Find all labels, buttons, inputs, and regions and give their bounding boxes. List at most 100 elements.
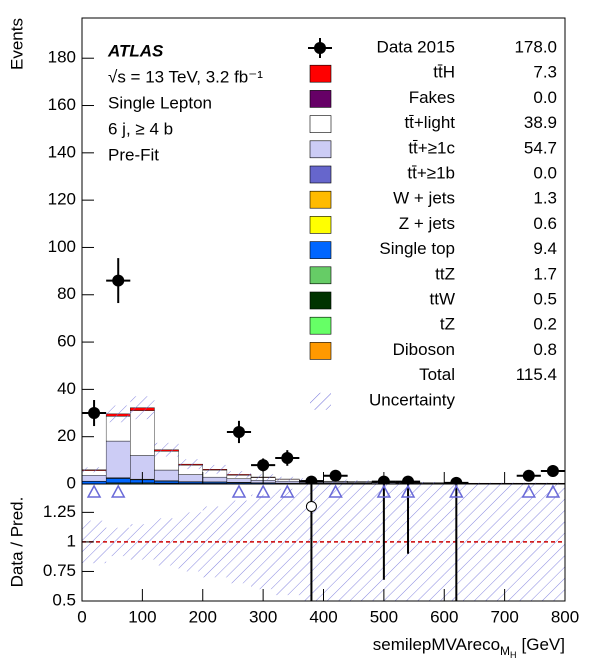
x-tick-label: 500 <box>370 607 398 626</box>
stack-segment <box>82 475 107 482</box>
data-point <box>281 451 294 464</box>
uncertainty-band <box>540 482 565 484</box>
legend-label: Uncertainty <box>369 390 455 409</box>
stack-segment <box>202 476 228 483</box>
legend-yield: 54.7 <box>524 138 557 157</box>
legend-swatch <box>309 165 332 184</box>
uncertainty-band <box>106 405 131 423</box>
x-label-subsub: H <box>510 650 517 660</box>
legend-label: tt̄+light <box>404 113 455 132</box>
legend-yield: 0.0 <box>533 163 557 182</box>
x-tick-label: 400 <box>309 607 337 626</box>
legend-label: Total <box>419 365 455 384</box>
x-tick-label: 200 <box>189 607 217 626</box>
legend-label: Z + jets <box>399 214 455 233</box>
legend-marker <box>314 42 326 54</box>
uncertainty-band <box>202 464 227 474</box>
ratio-frame <box>81 483 566 602</box>
data-point <box>546 464 559 477</box>
legend-yield: 115.4 <box>516 365 557 384</box>
ratio-point <box>305 500 317 512</box>
uncertainty-band <box>154 442 179 457</box>
legend-swatch <box>310 392 331 410</box>
ratio-tick-label: 1.25 <box>43 502 76 521</box>
y-tick-label: 20 <box>57 426 76 445</box>
uncertainty-band <box>275 476 300 482</box>
legend-swatch <box>309 140 332 159</box>
x-label-sub: M <box>500 644 510 658</box>
ratio-offscale-arrow <box>255 484 271 498</box>
legend-yield: 178.0 <box>514 37 557 56</box>
ratio-offscale-arrow <box>449 484 464 498</box>
stack-segment <box>178 474 203 482</box>
legend-swatch <box>309 115 332 133</box>
legend-label: tt̄+≥1b <box>407 163 455 182</box>
legend-swatch <box>309 64 332 83</box>
data-point <box>329 469 342 482</box>
ratio-tick-label: 0.5 <box>52 590 76 609</box>
stack-segment <box>275 480 300 484</box>
x-tick-label: 800 <box>551 607 579 626</box>
annotation: Pre-Fit <box>108 145 159 164</box>
legend-yield: 1.7 <box>533 264 557 283</box>
ratio-panel <box>82 484 565 601</box>
stack-segment <box>154 469 179 481</box>
x-axis-label: semilepMVArecoMH [GeV] <box>373 635 565 660</box>
y-tick-label: 0 <box>67 473 76 492</box>
legend-label: ttZ <box>435 264 455 283</box>
y-tick-label: 80 <box>57 284 76 303</box>
x-tick-label: 300 <box>249 607 277 626</box>
legend-label: Data 2015 <box>377 37 455 56</box>
uncertainty-band <box>516 482 541 484</box>
legend-swatch <box>309 190 332 209</box>
uncertainty-band <box>468 482 493 484</box>
ratio-tick-label: 1 <box>67 531 76 550</box>
data-point <box>232 425 245 438</box>
x-tick-label: 100 <box>128 607 156 626</box>
legend-yield: 7.3 <box>533 63 557 82</box>
data-point <box>402 475 415 484</box>
data-point <box>257 459 270 472</box>
ratio-axis-label: Data / Pred. <box>7 497 26 588</box>
stack-segment <box>226 478 252 483</box>
y-tick-label: 100 <box>48 237 76 256</box>
legend-yield: 0.0 <box>533 88 557 107</box>
data-point <box>88 407 101 420</box>
x-label-unit: [GeV] <box>522 635 565 654</box>
data-point <box>112 274 125 287</box>
x-tick-label: 0 <box>77 607 86 626</box>
stack-segment <box>154 480 179 484</box>
ratio-offscale-arrow <box>280 484 295 498</box>
legend-yield: 0.8 <box>533 340 557 359</box>
uncertainty-band <box>178 459 203 470</box>
ratio-offscale-arrow <box>400 484 416 498</box>
annotation: 6 j, ≥ 4 b <box>108 119 173 138</box>
legend-label: tt̄H <box>433 63 455 82</box>
legend-label: Diboson <box>393 340 455 359</box>
x-label-main: semilepMVAreco <box>373 635 500 654</box>
ratio-uncertainty-band <box>516 484 541 601</box>
legend-swatch <box>309 291 332 310</box>
annotation: ATLAS <box>107 41 164 60</box>
y-axis-label: Events <box>7 18 26 70</box>
y-tick-label: 140 <box>48 142 76 161</box>
annotation: Single Lepton <box>108 93 212 112</box>
stack-segment <box>105 440 131 478</box>
legend-yield: 9.4 <box>533 239 557 258</box>
ratio-offscale-arrow <box>86 484 102 498</box>
legend-yield: 1.3 <box>533 189 557 208</box>
legend-swatch <box>309 266 332 285</box>
y-tick-label: 40 <box>57 379 76 398</box>
uncertainty-band <box>420 481 445 484</box>
x-tick-label: 600 <box>430 607 458 626</box>
ratio-offscale-arrow <box>328 484 343 498</box>
uncertainty-band <box>226 471 252 478</box>
legend-label: W + jets <box>393 189 455 208</box>
overlay: 0 100 200 300 400 500 600 700 800 0 20 40 60 80 100 120… <box>43 37 579 626</box>
ratio-offscale-arrow <box>545 484 561 498</box>
ratio-offscale-arrow <box>376 484 392 498</box>
y-tick-label: 60 <box>57 332 76 351</box>
legend-label: tZ <box>440 315 455 334</box>
